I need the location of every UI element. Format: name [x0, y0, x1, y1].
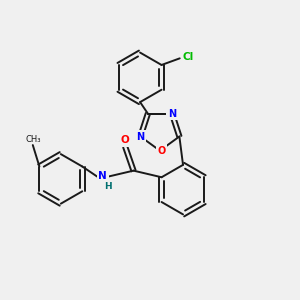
Text: N: N	[168, 109, 176, 118]
Text: N: N	[136, 131, 145, 142]
Text: Cl: Cl	[182, 52, 194, 62]
Text: H: H	[104, 182, 112, 191]
Text: O: O	[121, 135, 130, 145]
Text: O: O	[158, 146, 166, 156]
Text: CH₃: CH₃	[25, 135, 40, 144]
Text: N: N	[98, 171, 107, 181]
